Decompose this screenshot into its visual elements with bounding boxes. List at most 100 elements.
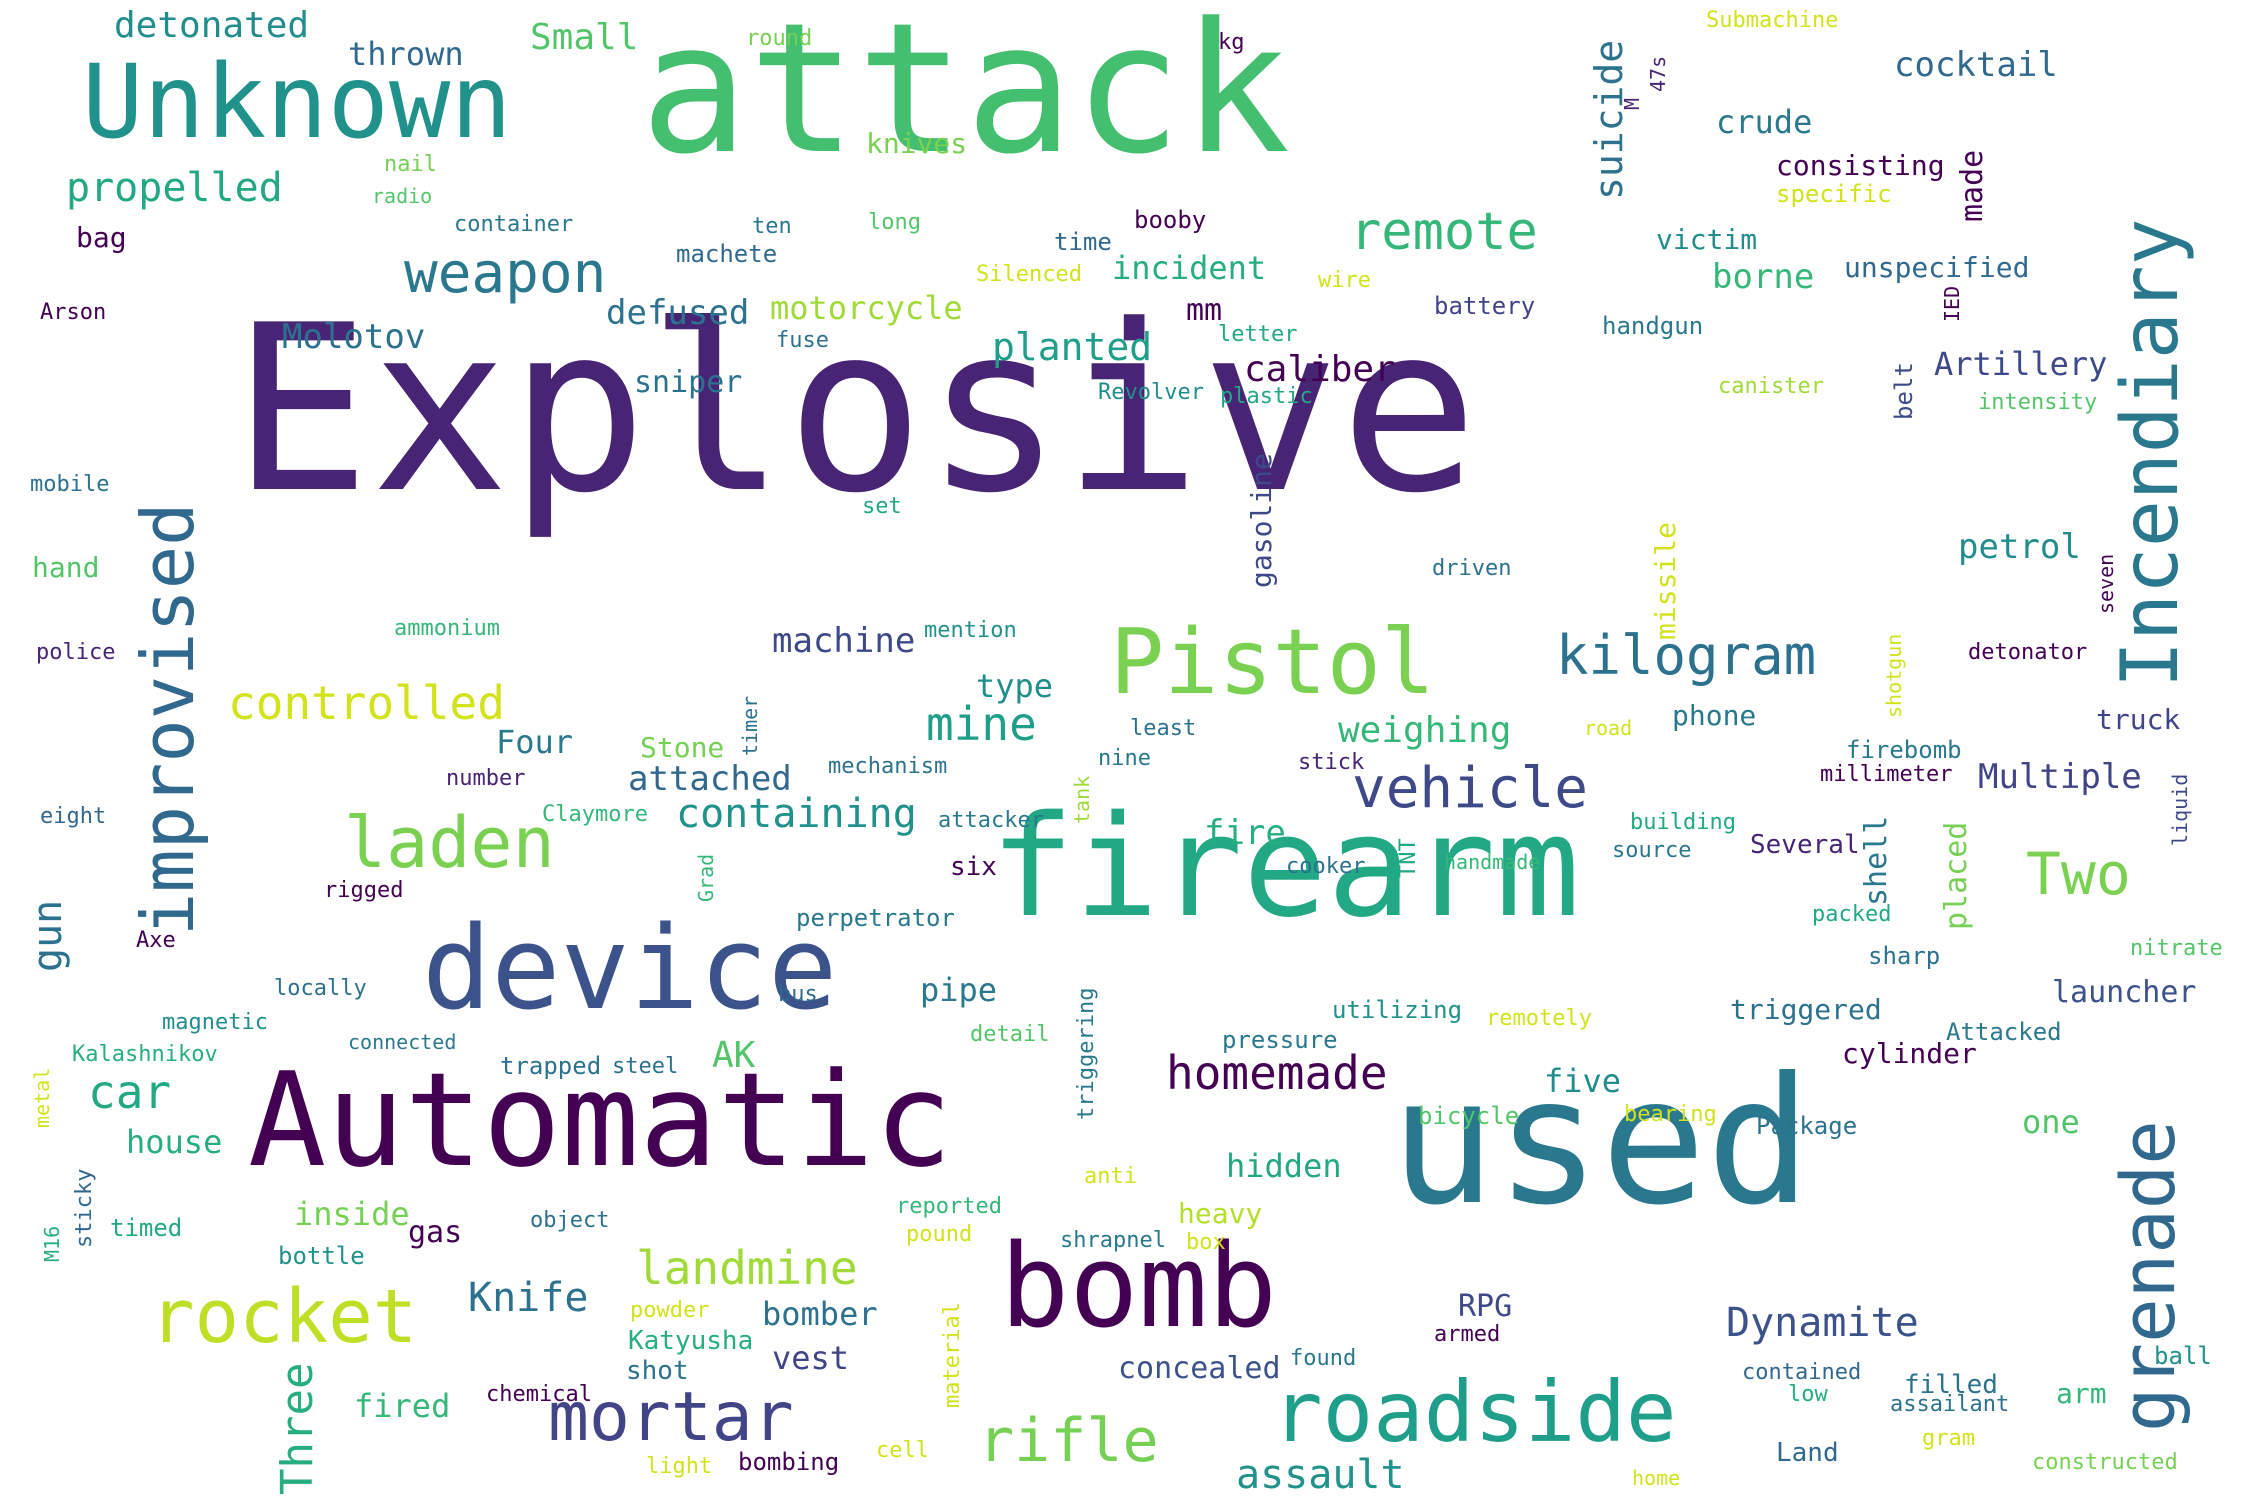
word-road: road: [1584, 716, 1633, 740]
word-suicide: suicide: [1587, 39, 1631, 200]
word-wire: wire: [1318, 268, 1371, 293]
word-arson: Arson: [40, 300, 107, 325]
word-eight: eight: [40, 804, 107, 829]
word-bearing: bearing: [1624, 1102, 1717, 1127]
word-remote: remote: [1350, 202, 1538, 262]
word-vehicle: vehicle: [1352, 756, 1589, 821]
word-low: low: [1788, 1382, 1828, 1407]
word-knives: knives: [866, 127, 968, 160]
word-automatic: Automatic: [248, 1044, 953, 1196]
word-long: long: [868, 210, 921, 235]
word-placed: placed: [1939, 821, 1974, 930]
word-katyusha: Katyusha: [628, 1326, 754, 1356]
word-m16: M16: [40, 1225, 64, 1262]
word-bombing: bombing: [738, 1448, 840, 1476]
word-machete: machete: [676, 240, 778, 268]
word-borne: borne: [1712, 257, 1815, 297]
word-anti: anti: [1084, 1164, 1137, 1189]
word-gun: gun: [25, 899, 71, 972]
word-missile: missile: [1649, 521, 1682, 640]
word-powder: powder: [630, 1298, 710, 1323]
word-specific: specific: [1776, 180, 1892, 208]
word-molotov: Molotov: [282, 317, 426, 357]
word-shrapnel: shrapnel: [1060, 1228, 1166, 1253]
word-nitrate: nitrate: [2130, 936, 2223, 961]
word-bag: bag: [76, 221, 127, 254]
word-remotely: remotely: [1486, 1006, 1592, 1031]
word-cooker: cooker: [1286, 854, 1366, 879]
word-attached: attached: [628, 759, 792, 799]
word-mm: mm: [1186, 293, 1223, 328]
word-stone: Stone: [640, 731, 725, 764]
word-launcher: launcher: [2052, 975, 2197, 1010]
word-mobile: mobile: [30, 472, 110, 497]
word-grad: Grad: [694, 853, 718, 902]
word-cell: cell: [876, 1438, 929, 1463]
word-victim: victim: [1656, 223, 1758, 256]
word-multiple: Multiple: [1978, 757, 2142, 797]
word-crude: crude: [1716, 103, 1813, 141]
word-object: object: [530, 1208, 610, 1233]
word-axe: Axe: [136, 928, 176, 953]
word-nail: nail: [384, 152, 437, 177]
word-propelled: propelled: [66, 165, 283, 211]
word-revolver: Revolver: [1098, 380, 1204, 405]
word-fired: fired: [354, 1387, 451, 1425]
word-small: Small: [530, 17, 639, 58]
word-reported: reported: [896, 1194, 1002, 1219]
word-perpetrator: perpetrator: [796, 904, 955, 932]
word-kilogram: kilogram: [1556, 624, 1817, 687]
word-packed: packed: [1812, 902, 1892, 927]
word-round: round: [746, 26, 813, 51]
word-plastic: plastic: [1220, 384, 1313, 409]
word-kg: kg: [1218, 30, 1245, 55]
word-building: building: [1630, 810, 1736, 835]
word-booby: booby: [1134, 206, 1207, 234]
word-roadside: roadside: [1272, 1363, 1677, 1461]
word-detonator: detonator: [1968, 640, 2088, 665]
word-tank: tank: [1070, 775, 1094, 824]
word-pound: pound: [906, 1222, 973, 1247]
word-liquid: liquid: [2168, 773, 2192, 846]
word-metal: metal: [30, 1067, 54, 1128]
word-type: type: [976, 667, 1054, 705]
word-millimeter: millimeter: [1820, 762, 1953, 787]
word-constructed: constructed: [2032, 1450, 2178, 1475]
word-pressure: pressure: [1222, 1026, 1338, 1054]
word-claymore: Claymore: [542, 802, 648, 827]
word-intensity: intensity: [1978, 390, 2098, 415]
word-filled: filled: [1904, 1370, 1998, 1400]
word-bus: bus: [778, 982, 818, 1007]
word-rifle: rifle: [978, 1406, 1159, 1476]
word-attack: attack: [640, 0, 1291, 194]
word-ak: AK: [712, 1035, 756, 1076]
word-gas: gas: [408, 1215, 463, 1250]
word-used: used: [1390, 1041, 1812, 1244]
word-handgun: handgun: [1602, 312, 1704, 340]
word-four: Four: [496, 723, 574, 761]
word-battery: battery: [1434, 292, 1536, 320]
word-artillery: Artillery: [1934, 345, 2108, 383]
word-planted: planted: [992, 325, 1153, 369]
word-cocktail: cocktail: [1894, 45, 2058, 85]
word-homemade: homemade: [1166, 1046, 1388, 1100]
word-several: Several: [1750, 830, 1860, 860]
word-source: source: [1612, 838, 1692, 863]
word-letter: letter: [1218, 322, 1298, 347]
word-assault: assault: [1236, 1452, 1405, 1498]
word-unspecified: unspecified: [1844, 251, 2030, 284]
word-fire: fire: [1204, 813, 1286, 853]
word-unknown: Unknown: [82, 43, 512, 162]
word-radio: radio: [372, 184, 433, 208]
word-concealed: concealed: [1118, 1351, 1281, 1386]
word-utilizing: utilizing: [1332, 996, 1463, 1024]
word-found: found: [1290, 1346, 1357, 1371]
word-improvised: improvised: [126, 502, 210, 936]
word-phone: phone: [1672, 699, 1757, 732]
word-car: car: [88, 1065, 172, 1119]
word-mechanism: mechanism: [828, 754, 948, 779]
word-machine: machine: [772, 621, 916, 661]
word-mention: mention: [924, 618, 1017, 643]
word-tnt: TNT: [1396, 838, 1421, 878]
word-house: house: [126, 1123, 223, 1161]
